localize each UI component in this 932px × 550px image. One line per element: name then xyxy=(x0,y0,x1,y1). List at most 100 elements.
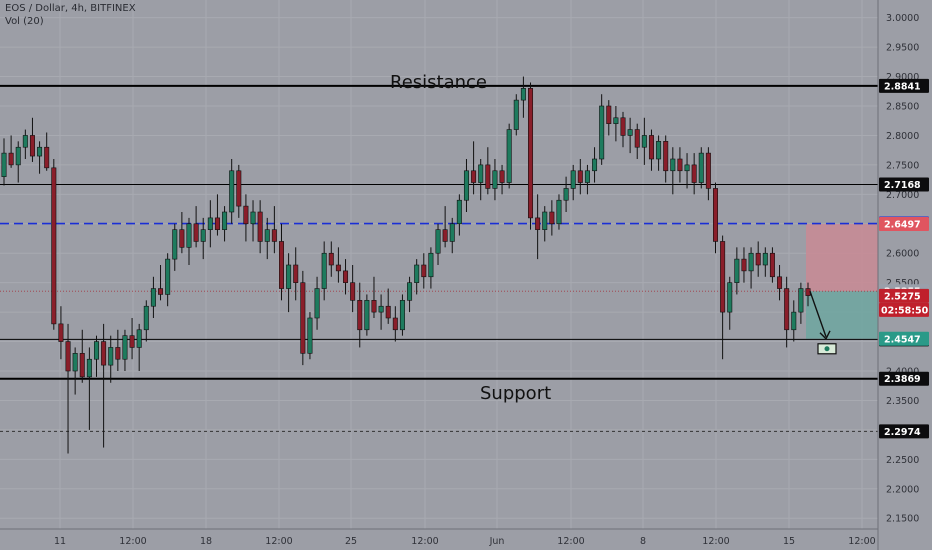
candle-body xyxy=(549,211,555,225)
time-tick-label: 11 xyxy=(54,536,66,547)
candle-body xyxy=(236,170,242,207)
candle-body xyxy=(442,229,448,242)
price-tags: 2.88412.71682.65042.45372.38692.29742.64… xyxy=(879,78,929,439)
candle-body xyxy=(278,241,284,289)
candle-body xyxy=(200,229,206,242)
candle-body xyxy=(407,282,413,301)
candle-body xyxy=(321,252,327,289)
candle-body xyxy=(485,164,491,189)
candle-body xyxy=(584,170,590,183)
last-price-tag-bg xyxy=(879,288,929,303)
candle-body xyxy=(343,270,349,283)
candle-body xyxy=(108,347,114,366)
candle-body xyxy=(691,164,697,183)
candle-body xyxy=(634,129,640,148)
candle-body xyxy=(350,282,356,301)
candle-body xyxy=(150,288,156,307)
candle-body xyxy=(158,288,164,295)
candle-body xyxy=(613,117,619,124)
candle-body xyxy=(641,135,647,148)
candle-body xyxy=(449,223,455,242)
candle-body xyxy=(592,158,598,172)
price-tick-label: 3.0000 xyxy=(886,13,919,24)
support-label: Support xyxy=(480,383,551,404)
candle-body xyxy=(713,188,719,242)
target-price-tag-bg xyxy=(879,331,929,346)
candle-body xyxy=(748,252,754,272)
candle-body xyxy=(136,329,142,348)
candle-body xyxy=(271,229,277,242)
candle-body xyxy=(15,146,21,166)
candle-body xyxy=(435,229,441,254)
candle-body xyxy=(300,282,306,354)
time-axis[interactable]: 11 12:00 18 12:00 25 12:00 Jun 12:00 8 12:00 15 12:… xyxy=(0,528,878,547)
candle-body xyxy=(293,264,299,283)
candle-body xyxy=(307,317,313,354)
candle-body xyxy=(741,258,747,272)
candle-body xyxy=(179,229,185,248)
level-tag-bg xyxy=(879,424,929,439)
candle-body xyxy=(22,135,28,148)
time-tick-label: 12:00 xyxy=(702,536,729,547)
candle-body xyxy=(378,305,384,313)
candle-body xyxy=(528,88,534,219)
candlestick-series xyxy=(1,76,811,454)
candle-body xyxy=(371,300,377,313)
candle-body xyxy=(777,276,783,289)
candle-body xyxy=(8,152,14,166)
countdown-tag-bg xyxy=(879,302,929,317)
candle-body xyxy=(648,135,654,160)
time-tick-label: 12:00 xyxy=(411,536,438,547)
candle-body xyxy=(229,170,235,213)
stop-price-tag: 2.6497 xyxy=(884,219,921,230)
candle-body xyxy=(222,211,228,230)
candle-body xyxy=(364,300,370,331)
candle-body xyxy=(684,164,690,172)
candle-body xyxy=(414,264,420,283)
candle-body xyxy=(207,217,213,230)
candle-body xyxy=(563,188,569,201)
volume-indicator-label[interactable]: Vol (20) xyxy=(5,16,44,27)
candle-body xyxy=(264,229,270,242)
candle-body xyxy=(784,288,790,331)
candle-body xyxy=(44,146,50,169)
trade-zones xyxy=(806,223,878,339)
candle-body xyxy=(599,105,605,160)
candle-body xyxy=(456,199,462,225)
level-tag: 2.3869 xyxy=(884,374,921,385)
price-tick-label: 2.8000 xyxy=(886,131,919,142)
candle-body xyxy=(499,170,505,183)
level-tag-bg xyxy=(879,371,929,386)
candle-body xyxy=(335,264,341,272)
stop-loss-zone xyxy=(806,223,878,292)
candle-body xyxy=(513,99,519,130)
candle-body xyxy=(492,170,498,189)
candle-body xyxy=(428,252,434,278)
target-price-tag: 2.4547 xyxy=(884,334,921,345)
price-tick-label: 2.9500 xyxy=(886,43,919,54)
candle-body xyxy=(86,358,92,378)
candle-body xyxy=(51,167,57,325)
projection-arrow-line xyxy=(809,290,827,338)
candle-body xyxy=(79,353,85,378)
level-tag: 2.2974 xyxy=(884,427,921,438)
level-tag-bg xyxy=(879,177,929,192)
candle-body xyxy=(172,229,178,260)
level-tag: 2.8841 xyxy=(884,81,921,92)
take-profit-zone xyxy=(806,291,878,339)
candle-body xyxy=(463,170,469,201)
last-price-tag: 2.5275 xyxy=(884,291,921,302)
candle-body xyxy=(72,353,78,372)
time-tick-label: 18 xyxy=(200,536,212,547)
candle-body xyxy=(214,217,220,230)
candle-body xyxy=(65,341,71,372)
candle-body xyxy=(385,305,391,319)
candle-body xyxy=(570,170,576,189)
time-tick-label: 12:00 xyxy=(265,536,292,547)
candle-body xyxy=(720,241,726,313)
candle-body xyxy=(577,170,583,183)
candle-body xyxy=(392,317,398,331)
price-tick-label: 2.8500 xyxy=(886,102,919,113)
price-tick-label: 2.2000 xyxy=(886,484,919,495)
